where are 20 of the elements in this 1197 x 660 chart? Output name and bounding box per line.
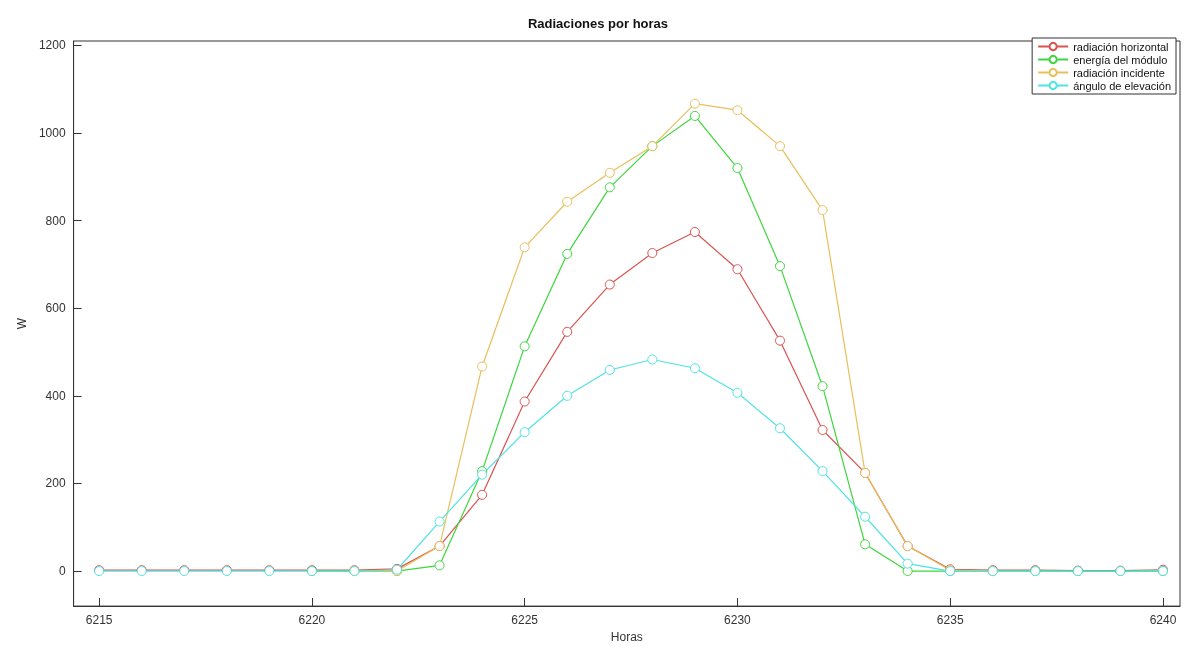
x-tick-label: 6240 (1149, 613, 1177, 628)
y-tick-label: 1200 (38, 38, 66, 53)
y-tick-label: 600 (45, 301, 66, 316)
y-axis-title: W (15, 317, 29, 330)
y-tick-label: 1000 (38, 125, 66, 140)
x-tick-label: 6215 (85, 613, 113, 628)
y-tick-label: 200 (45, 476, 66, 491)
y-tick-label: 0 (58, 564, 66, 579)
legend-label: energía del módulo (1073, 53, 1168, 66)
y-tick-label: 800 (45, 213, 66, 228)
x-tick-label: 6225 (511, 613, 539, 628)
legend-label: radiación horizontal (1073, 40, 1169, 53)
x-tick-label: 6235 (936, 613, 964, 628)
x-axis-title: Horas (610, 630, 643, 644)
chart-title: Radiaciones por horas (527, 16, 669, 31)
x-tick-label: 6220 (298, 613, 326, 628)
legend-label: radiación incidente (1073, 66, 1165, 79)
legend-label: ángulo de elevación (1073, 79, 1171, 92)
x-tick-label: 6230 (724, 613, 752, 628)
y-tick-label: 400 (45, 388, 66, 403)
